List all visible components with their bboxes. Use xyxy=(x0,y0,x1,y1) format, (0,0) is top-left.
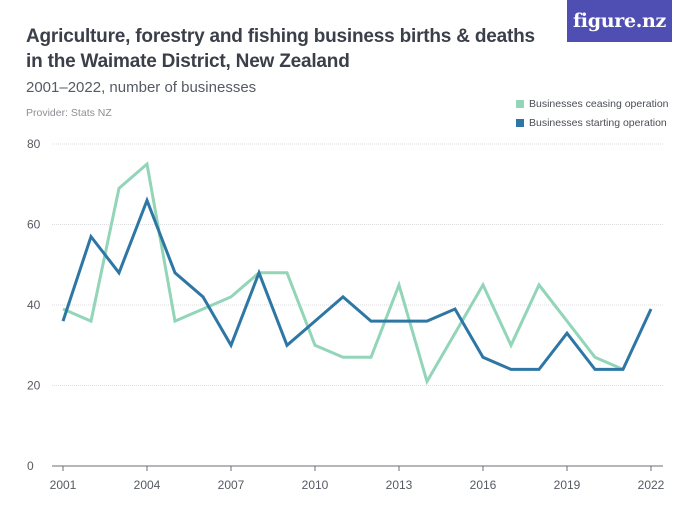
legend-swatch-ceasing xyxy=(516,99,524,108)
x-tick-label: 2007 xyxy=(218,478,245,492)
chart-subtitle: 2001–2022, number of businesses xyxy=(26,79,257,96)
legend-label-ceasing: Businesses ceasing operation xyxy=(529,97,669,110)
legend: Businesses ceasing operation Businesses … xyxy=(516,94,669,132)
legend-item-starting: Businesses starting operation xyxy=(516,113,669,132)
legend-swatch-starting xyxy=(516,118,524,127)
x-tick-label: 2010 xyxy=(302,478,329,492)
x-tick-label: 2016 xyxy=(470,478,497,492)
provider-note: Provider: Stats NZ xyxy=(26,107,112,119)
x-tick-label: 2004 xyxy=(134,478,161,492)
y-tick-label: 80 xyxy=(27,137,41,151)
legend-label-starting: Businesses starting operation xyxy=(529,116,667,129)
x-tick-label: 2013 xyxy=(386,478,413,492)
series-line-ceasing xyxy=(62,161,624,386)
figure-nz-logo[interactable]: figure.nz xyxy=(567,0,672,42)
y-tick-label: 60 xyxy=(27,218,41,232)
x-tick-label: 2001 xyxy=(50,478,77,492)
series-line-starting xyxy=(61,196,653,371)
y-tick-label: 40 xyxy=(27,298,41,312)
y-tick-label: 20 xyxy=(27,379,41,393)
legend-item-ceasing: Businesses ceasing operation xyxy=(516,94,669,113)
x-tick-label: 2019 xyxy=(554,478,581,492)
x-tick-label: 2022 xyxy=(638,478,665,492)
y-tick-label: 0 xyxy=(27,459,34,473)
chart-title: Agriculture, forestry and fishing busine… xyxy=(26,26,535,72)
